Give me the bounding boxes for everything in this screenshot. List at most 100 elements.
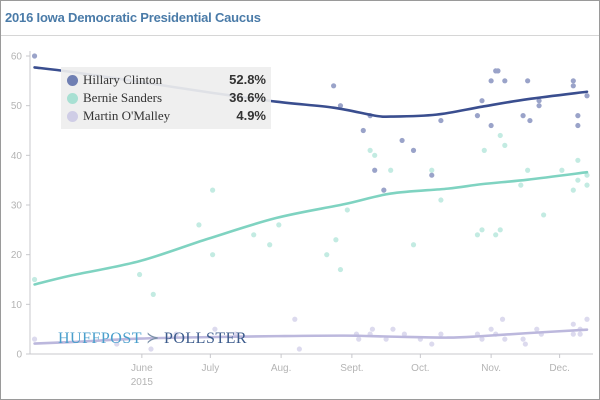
y-tick-label: 10 [11, 300, 23, 311]
poll-point [337, 266, 344, 273]
poll-point [570, 83, 576, 89]
x-tick-sublabel: 2015 [131, 377, 154, 388]
poll-point [536, 98, 542, 104]
poll-point [502, 78, 508, 84]
poll-point [570, 321, 576, 327]
poll-point [31, 53, 38, 59]
poll-point [438, 117, 444, 124]
poll-point [479, 336, 485, 342]
poll-point [584, 316, 590, 322]
poll-point [488, 122, 494, 129]
poll-point [497, 227, 503, 233]
legend-item-omalley[interactable]: Martin O'Malley 4.9% [66, 108, 266, 126]
poll-point [481, 147, 487, 153]
poll-point [584, 182, 590, 188]
poll-point [114, 341, 120, 347]
poll-point [541, 212, 547, 218]
poll-point [438, 331, 444, 337]
poll-point [479, 227, 485, 233]
huffpost-pollster-logo: HUFFPOST ≻ POLLSTER [58, 328, 247, 348]
poll-point [479, 98, 485, 104]
poll-point [390, 326, 396, 332]
poll-point [575, 157, 581, 163]
x-tick-label: June [131, 363, 153, 374]
poll-point [331, 83, 337, 89]
poll-point [518, 182, 524, 188]
poll-point [575, 177, 581, 183]
title-divider [1, 35, 599, 36]
legend-value: 36.6% [229, 90, 266, 105]
legend-swatch-icon [67, 111, 78, 122]
poll-point [31, 276, 38, 283]
poll-point [570, 78, 576, 84]
poll-point [488, 78, 494, 84]
poll-point [337, 103, 344, 109]
poll-point [584, 172, 590, 178]
logo-pollster-text: POLLSTER [163, 330, 248, 347]
legend-label: Martin O'Malley [83, 108, 171, 123]
poll-point [333, 237, 339, 243]
poll-point [536, 103, 542, 109]
poll-point [502, 336, 508, 342]
poll-point [388, 167, 394, 173]
poll-point [495, 68, 501, 74]
poll-point [493, 232, 499, 238]
poll-point [527, 117, 533, 124]
poll-point [381, 187, 387, 193]
poll-point [148, 346, 154, 352]
poll-point [173, 331, 179, 337]
legend-value: 4.9% [236, 108, 266, 123]
poll-point [584, 93, 590, 99]
legend-item-sanders[interactable]: Bernie Sanders 36.6% [66, 90, 266, 108]
trend-line [33, 328, 589, 345]
logo-mark-icon: ≻ [146, 330, 160, 347]
poll-point [520, 336, 526, 342]
poll-point [499, 316, 506, 322]
poll-point [324, 252, 330, 258]
x-tick-label: July [201, 363, 219, 374]
poll-point [267, 242, 273, 248]
poll-point [31, 336, 38, 342]
x-tick-label: Aug. [271, 363, 292, 374]
poll-point [497, 132, 503, 139]
poll-point [410, 242, 417, 248]
x-tick-label: Sept. [340, 363, 363, 374]
poll-point [522, 341, 528, 347]
poll-point [401, 331, 407, 337]
poll-point [410, 147, 417, 153]
poll-point [474, 232, 481, 238]
poll-point [399, 137, 405, 144]
x-tick-label: Oct. [411, 363, 429, 374]
poll-point [525, 167, 531, 173]
poll-point [276, 222, 282, 228]
poll-point [356, 336, 362, 342]
poll-point [369, 326, 376, 332]
poll-point [577, 331, 583, 337]
poll-point [438, 197, 444, 203]
poll-point [534, 326, 540, 332]
legend-value: 52.8% [229, 72, 266, 87]
poll-point [372, 167, 378, 173]
y-tick-label: 60 [11, 52, 23, 63]
poll-point [210, 187, 216, 193]
poll-point [575, 113, 581, 119]
poll-point [210, 252, 216, 258]
logo-huffpost-text: HUFFPOST [58, 330, 143, 347]
legend-item-clinton[interactable]: Hillary Clinton 52.8% [66, 72, 266, 90]
poll-point [429, 341, 435, 347]
poll-point [525, 78, 531, 84]
x-tick-label: Nov. [481, 363, 501, 374]
poll-point [429, 167, 435, 173]
poll-point [570, 187, 576, 193]
poll-point [520, 113, 526, 119]
poll-point [474, 113, 481, 119]
chart-title: 2016 Iowa Democratic Presidential Caucus [5, 10, 261, 25]
legend-swatch-icon [67, 75, 78, 86]
trend-line [33, 170, 589, 286]
poll-point [360, 127, 366, 134]
poll-point [212, 326, 218, 332]
poll-point [502, 142, 508, 148]
legend-swatch-icon [67, 93, 78, 104]
